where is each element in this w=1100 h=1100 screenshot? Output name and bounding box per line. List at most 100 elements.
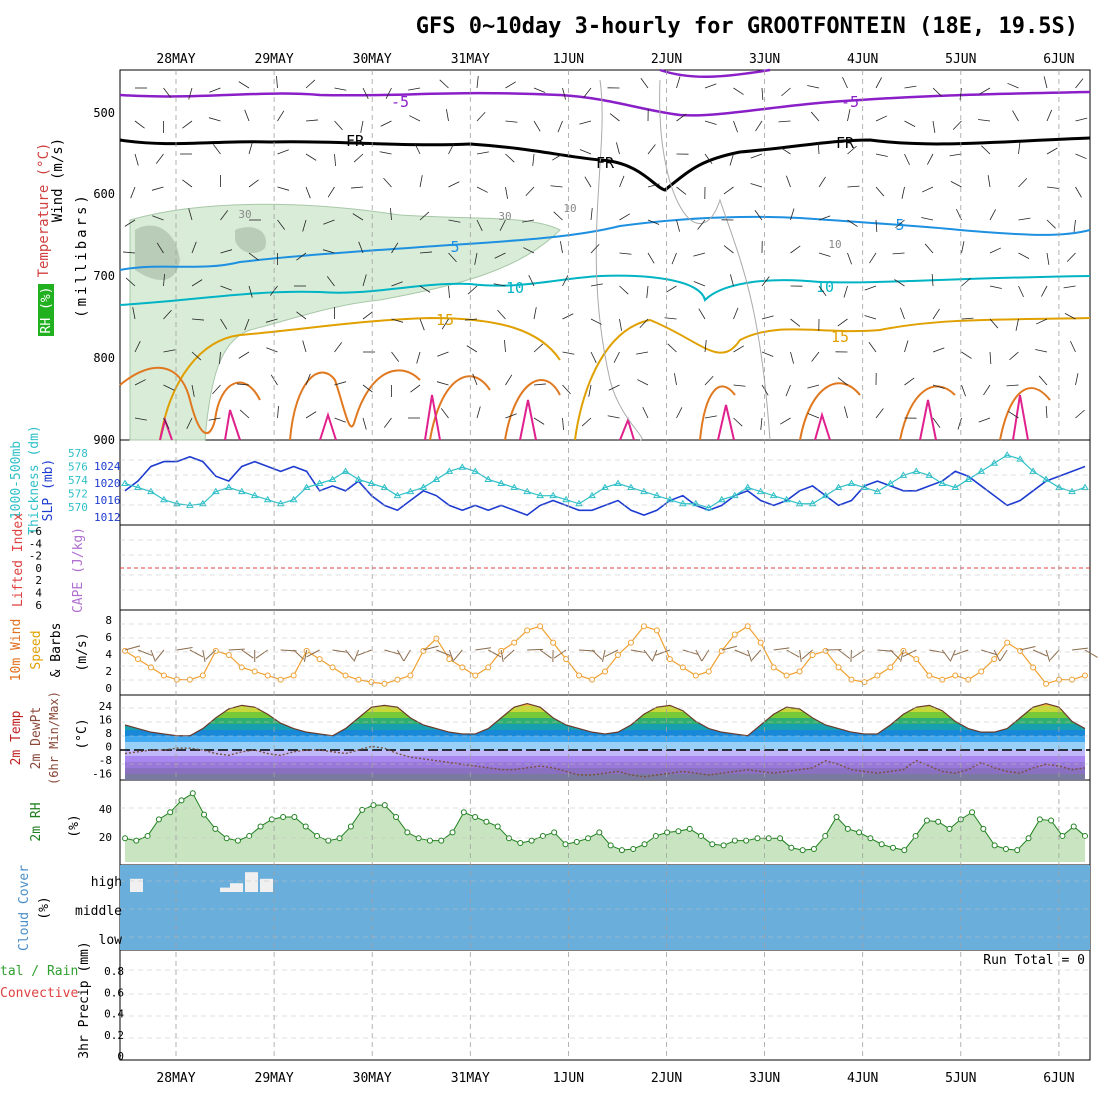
lifted-index-tick: 2 — [35, 574, 42, 587]
data-point — [1055, 483, 1063, 491]
wind-barb — [208, 417, 221, 421]
data-point — [822, 647, 829, 654]
date-label-bottom: 2JUN — [651, 1071, 682, 1086]
wind-barb — [961, 384, 966, 397]
wind-barb — [671, 252, 677, 265]
data-point — [627, 483, 635, 491]
data-point — [302, 483, 311, 491]
data-point — [302, 823, 309, 830]
wind-barb — [1075, 373, 1079, 386]
data-point — [370, 802, 377, 809]
data-point — [506, 835, 512, 842]
wind-barb — [296, 311, 307, 320]
wind-barb — [636, 351, 649, 355]
wind-barb — [869, 252, 877, 264]
wind-barb — [989, 209, 996, 221]
wind-barb — [890, 649, 901, 660]
data-point — [289, 495, 298, 503]
wind-barb — [733, 87, 744, 95]
wind-barb — [208, 117, 221, 122]
wind-barb — [643, 649, 653, 661]
data-point — [596, 829, 603, 836]
wind-barb — [701, 649, 710, 662]
wind-barb — [932, 347, 945, 353]
data-point — [692, 672, 699, 679]
wind-barb — [695, 649, 703, 662]
wind-barb — [989, 247, 1002, 254]
wind-barb — [704, 415, 717, 419]
wind-barb — [760, 417, 763, 430]
wind-barb — [729, 153, 734, 166]
temp-color-band — [125, 742, 1085, 750]
panel-frame — [119, 439, 1091, 526]
data-point — [1043, 680, 1050, 687]
wind-barb — [847, 109, 851, 122]
wind-barb — [1075, 186, 1082, 198]
wind-barb — [345, 649, 355, 661]
wind-barb — [182, 179, 193, 188]
wind-barb — [1018, 252, 1030, 259]
wind-barb — [408, 87, 421, 91]
data-point — [419, 483, 428, 491]
temp-color-band — [125, 706, 1085, 712]
wind-barb — [651, 649, 658, 662]
wind-barb — [676, 76, 681, 89]
wind-barb — [334, 120, 343, 131]
wind-barb — [557, 120, 563, 133]
temp-tick: -8 — [99, 754, 112, 767]
data-point — [354, 475, 363, 482]
wind-barb — [134, 379, 146, 386]
wind-barb — [423, 645, 439, 651]
wind-barb — [124, 645, 141, 651]
wind-barb — [390, 208, 392, 221]
wind-barb — [505, 413, 517, 419]
data-point — [1029, 467, 1037, 474]
data-point — [280, 813, 287, 820]
wind-barb — [1032, 649, 1048, 657]
wind-barb — [864, 315, 877, 320]
data-point — [1030, 664, 1037, 671]
data-point — [381, 680, 388, 687]
contour-label: 10 — [563, 202, 576, 215]
temp-2m-panel — [120, 702, 1090, 780]
contour-label: 15 — [436, 311, 454, 329]
wind-barb — [476, 111, 486, 122]
wind-barb — [533, 343, 544, 353]
data-point — [938, 479, 947, 486]
data-point — [460, 809, 467, 816]
data-point — [588, 491, 596, 499]
wind-barb — [494, 252, 506, 259]
data-point — [618, 847, 625, 854]
data-point — [765, 835, 772, 842]
data-point — [744, 623, 751, 630]
data-point — [602, 668, 608, 675]
wind-barb — [1070, 340, 1076, 353]
cloud-bar — [260, 878, 273, 892]
wind-barb — [1046, 219, 1056, 229]
slp-tick: 1016 — [94, 494, 121, 507]
wind-barb — [189, 649, 204, 658]
wind-barb — [163, 384, 175, 391]
wind-barb — [785, 384, 791, 397]
wind-barb — [448, 181, 460, 188]
cloud-cover-panel — [120, 865, 1090, 950]
wind-barb — [241, 649, 254, 659]
wind-barb — [219, 351, 221, 364]
data-point — [341, 467, 350, 474]
data-point — [757, 639, 764, 646]
data-point — [1082, 832, 1088, 839]
data-point — [315, 479, 324, 486]
data-point — [788, 844, 795, 851]
data-point — [965, 676, 972, 683]
data-point — [627, 639, 634, 646]
wind-barb — [466, 345, 478, 353]
wind-barb — [613, 351, 620, 363]
data-point — [901, 847, 908, 854]
slp-tick: 1020 — [94, 477, 121, 490]
data-point — [160, 495, 168, 503]
wind-barb — [1009, 351, 1019, 361]
wind-barb — [704, 120, 717, 125]
date-label-top: 6JUN — [1043, 52, 1074, 67]
contour-label: 30 — [238, 208, 251, 221]
wind-barb — [362, 417, 367, 430]
